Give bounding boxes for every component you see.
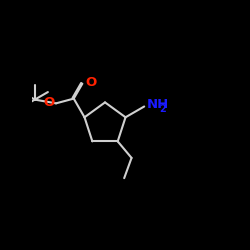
Text: O: O (86, 76, 97, 90)
Text: O: O (43, 96, 54, 109)
Text: 2: 2 (160, 104, 166, 114)
Text: NH: NH (146, 98, 169, 112)
